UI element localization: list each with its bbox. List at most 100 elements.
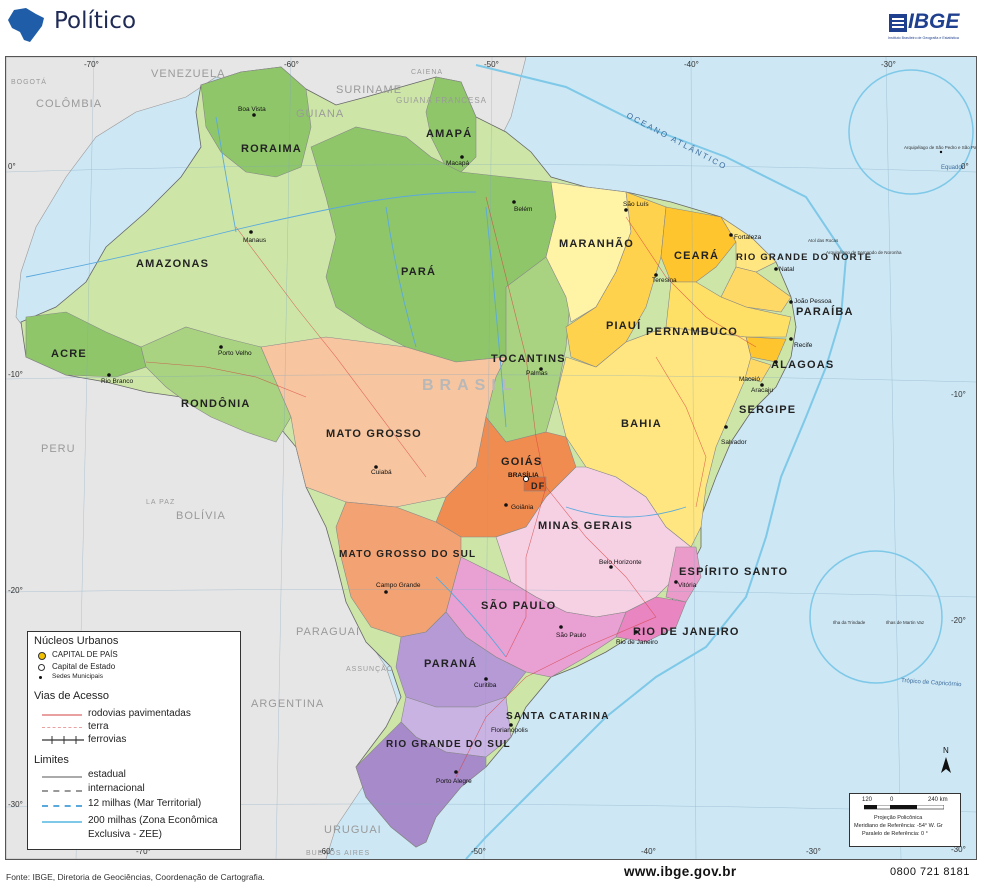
label-pernambuco: PERNAMBUCO xyxy=(646,326,738,338)
label-paraguai: PARAGUAI xyxy=(296,626,360,638)
source-note: Fonte: IBGE, Diretoria de Geociências, C… xyxy=(6,872,265,882)
svg-text:-60°: -60° xyxy=(319,847,334,856)
railway-icon xyxy=(42,736,84,744)
svg-text:Palmas: Palmas xyxy=(526,370,548,377)
label-tocantins: TOCANTINS xyxy=(491,353,566,365)
zee-sao-pedro xyxy=(848,69,974,195)
label-caiena: CAIENA xyxy=(411,69,443,76)
label-tropico: Trópico de Capricórnio xyxy=(901,678,962,688)
svg-text:-30°: -30° xyxy=(8,800,23,809)
label-alagoas: ALAGOAS xyxy=(771,359,834,371)
label-piaui: PIAUÍ xyxy=(606,319,641,332)
state-df xyxy=(523,476,547,492)
legend-estadual: estadual xyxy=(88,769,126,780)
label-para: PARÁ xyxy=(401,265,436,278)
ibge-logo[interactable]: IBGE Instituto Brasileiro de Geografia e… xyxy=(888,10,973,42)
legend-title-vias: Vias de Acesso xyxy=(34,690,110,702)
zee-boundary xyxy=(465,64,848,859)
svg-text:Macapá: Macapá xyxy=(446,160,470,167)
label-rondonia: RONDÔNIA xyxy=(181,397,251,410)
svg-text:Teresina: Teresina xyxy=(652,277,677,284)
label-goias: GOIÁS xyxy=(501,455,542,468)
label-ceara: CEARÁ xyxy=(674,249,719,262)
label-sao-pedro: Arquipélago de São Pedro e São Paulo xyxy=(904,145,976,150)
svg-text:-50°: -50° xyxy=(471,847,486,856)
svg-text:Goiânia: Goiânia xyxy=(511,504,534,511)
svg-text:Manaus: Manaus xyxy=(243,237,267,244)
legend-mar-territorial: 12 milhas (Mar Territorial) xyxy=(88,798,202,809)
label-guiana: GUIANA xyxy=(296,108,344,120)
legend-internacional: internacional xyxy=(88,783,145,794)
label-la-paz: LA PAZ xyxy=(146,499,175,506)
svg-text:-20°: -20° xyxy=(8,586,23,595)
svg-text:Belém: Belém xyxy=(514,206,532,213)
capital-pais-icon xyxy=(38,652,46,660)
mar-territorial-icon xyxy=(42,805,82,807)
state-boundary-icon xyxy=(42,776,82,778)
svg-text:Porto Alegre: Porto Alegre xyxy=(436,778,472,785)
svg-text:Belo Horizonte: Belo Horizonte xyxy=(599,559,642,566)
svg-text:-40°: -40° xyxy=(641,847,656,856)
svg-text:Rio Branco: Rio Branco xyxy=(101,378,134,385)
scale-tick-0: 0 xyxy=(890,797,894,803)
svg-text:N: N xyxy=(943,746,949,755)
label-suriname: SURINAME xyxy=(336,84,402,96)
rivers xyxy=(25,116,687,658)
label-bahia: BAHIA xyxy=(621,418,662,430)
label-espirito-santo: ESPÍRITO SANTO xyxy=(679,565,788,578)
label-venezuela: VENEZUELA xyxy=(151,68,225,80)
svg-text:Natal: Natal xyxy=(779,266,795,273)
svg-text:Curitiba: Curitiba xyxy=(474,682,497,689)
svg-text:João Pessoa: João Pessoa xyxy=(794,298,832,305)
label-santa-catarina: SANTA CATARINA xyxy=(506,711,610,722)
label-assuncao: ASSUNÇÃO xyxy=(346,664,393,673)
svg-text:0°: 0° xyxy=(961,162,969,171)
label-buenos-aires: BUENOS AIRES xyxy=(306,850,370,857)
road-paved-icon xyxy=(42,714,82,716)
label-acre: ACRE xyxy=(51,348,87,360)
label-colombia: COLÔMBIA xyxy=(36,97,102,110)
svg-text:Porto Velho: Porto Velho xyxy=(218,350,252,357)
map-area[interactable]: RORAIMA AMAPÁ AMAZONAS PARÁ ACRE RONDÔNI… xyxy=(5,56,977,860)
svg-text:Fortaleza: Fortaleza xyxy=(734,234,761,241)
north-arrow-icon: N xyxy=(941,746,951,773)
scale-meridiano: Meridiano de Referência: -54° W. Gr xyxy=(854,823,943,829)
label-minas-gerais: MINAS GERAIS xyxy=(538,520,633,532)
state-rondonia xyxy=(140,326,292,443)
svg-text:Florianópolis: Florianópolis xyxy=(491,727,529,734)
svg-text:-30°: -30° xyxy=(881,60,896,69)
svg-text:Cuiabá: Cuiabá xyxy=(371,469,392,476)
ibge-mark-icon xyxy=(889,14,907,32)
scale-box: 120 0 240 km Projeção Policônica Meridia… xyxy=(849,793,961,847)
label-martin-vaz: Ilhas de Martin Vaz xyxy=(886,620,925,625)
legend-terra: terra xyxy=(88,721,109,732)
scale-bar xyxy=(864,805,944,810)
page-header: Político IBGE Instituto Brasileiro de Ge… xyxy=(0,0,985,50)
label-noronha: Arquipélago de Fernando de Noronha xyxy=(826,250,902,255)
brazil-logo-icon xyxy=(8,8,44,42)
svg-text:São Luís: São Luís xyxy=(623,201,649,208)
website-link[interactable]: www.ibge.gov.br xyxy=(624,864,737,879)
ibge-logo-subtitle: Instituto Brasileiro de Geografia e Esta… xyxy=(888,36,959,40)
svg-text:-70°: -70° xyxy=(136,847,151,856)
svg-text:-70°: -70° xyxy=(84,60,99,69)
label-maranhao: MARANHÃO xyxy=(559,237,634,250)
svg-text:-50°: -50° xyxy=(484,60,499,69)
map-legend: Núcleos Urbanos CAPITAL DE PAÍS Capital … xyxy=(27,631,241,850)
label-mato-grosso: MATO GROSSO xyxy=(326,428,422,440)
svg-text:Campo Grande: Campo Grande xyxy=(376,582,421,589)
label-brasil: BRASIL xyxy=(422,377,518,394)
label-roraima: RORAIMA xyxy=(241,143,302,155)
svg-text:-40°: -40° xyxy=(684,60,699,69)
legend-capital-estado: Capital de Estado xyxy=(52,662,116,671)
label-bogota: BOGOTÁ xyxy=(11,77,47,86)
svg-text:Rio de Janeiro: Rio de Janeiro xyxy=(616,639,658,646)
scale-tick-120: 120 xyxy=(862,797,873,803)
legend-capital-pais: CAPITAL DE PAÍS xyxy=(52,650,118,659)
scale-paralelo: Paralelo de Referência: 0 ° xyxy=(862,831,928,837)
intl-boundary-icon xyxy=(42,790,82,792)
zee-icon xyxy=(42,821,82,823)
label-amazonas: AMAZONAS xyxy=(136,258,209,270)
capital-estado-icon xyxy=(38,664,45,671)
label-parana: PARANÁ xyxy=(424,657,477,670)
